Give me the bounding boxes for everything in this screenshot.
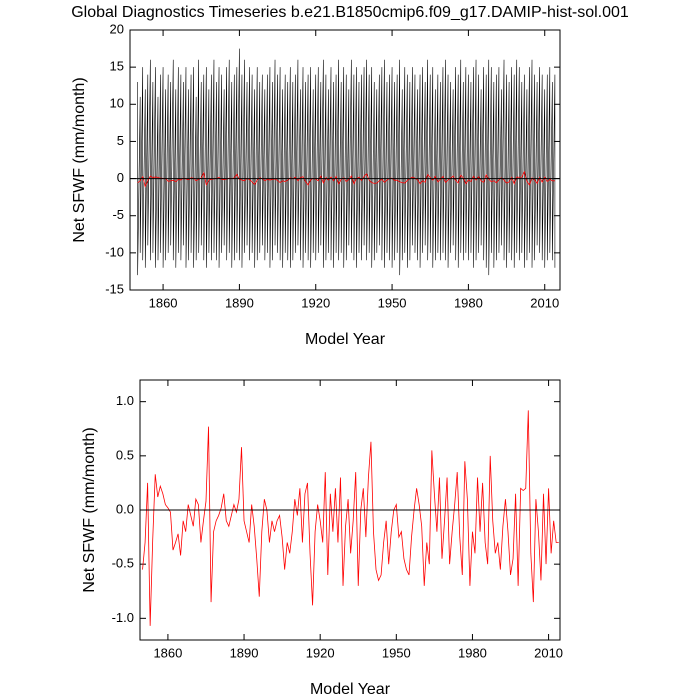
x-tick-label: 1950 — [382, 645, 411, 660]
y-tick-label: -10 — [105, 244, 124, 259]
y-axis-label: Net SFWF (mm/month) — [71, 77, 88, 242]
x-tick-label: 2010 — [534, 645, 563, 660]
x-tick-label: 2010 — [530, 295, 559, 310]
x-tick-label: 1980 — [454, 295, 483, 310]
y-tick-label: 15 — [110, 59, 124, 74]
y-tick-label: -1.0 — [112, 610, 134, 625]
x-axis-label: Model Year — [310, 681, 391, 698]
x-tick-label: 1890 — [230, 645, 259, 660]
x-tick-label: 1860 — [149, 295, 178, 310]
y-tick-label: 20 — [110, 21, 124, 36]
y-tick-label: -15 — [105, 281, 124, 296]
y-tick-label: 0 — [117, 170, 124, 185]
y-tick-label: 1.0 — [116, 393, 134, 408]
x-tick-label: 1980 — [458, 645, 487, 660]
x-tick-label: 1950 — [378, 295, 407, 310]
plot-frame — [129, 29, 561, 291]
y-tick-label: 0.5 — [116, 447, 134, 462]
chart-title: Global Diagnostics Timeseries b.e21.B185… — [71, 4, 629, 21]
x-tick-label: 1860 — [153, 645, 182, 660]
series-line — [137, 48, 556, 276]
y-tick-label: 5 — [117, 133, 124, 148]
y-tick-label: 0.0 — [116, 501, 134, 516]
y-axis-label: Net SFWF (mm/month) — [81, 427, 98, 592]
x-tick-label: 1890 — [225, 295, 254, 310]
series-line — [137, 170, 555, 188]
x-tick-label: 1920 — [306, 645, 335, 660]
series-line — [142, 410, 559, 626]
y-tick-label: -0.5 — [112, 556, 134, 571]
y-tick-label: -5 — [112, 207, 124, 222]
x-tick-label: 1920 — [301, 295, 330, 310]
y-tick-label: 10 — [110, 96, 124, 111]
x-axis-label: Model Year — [305, 331, 386, 348]
